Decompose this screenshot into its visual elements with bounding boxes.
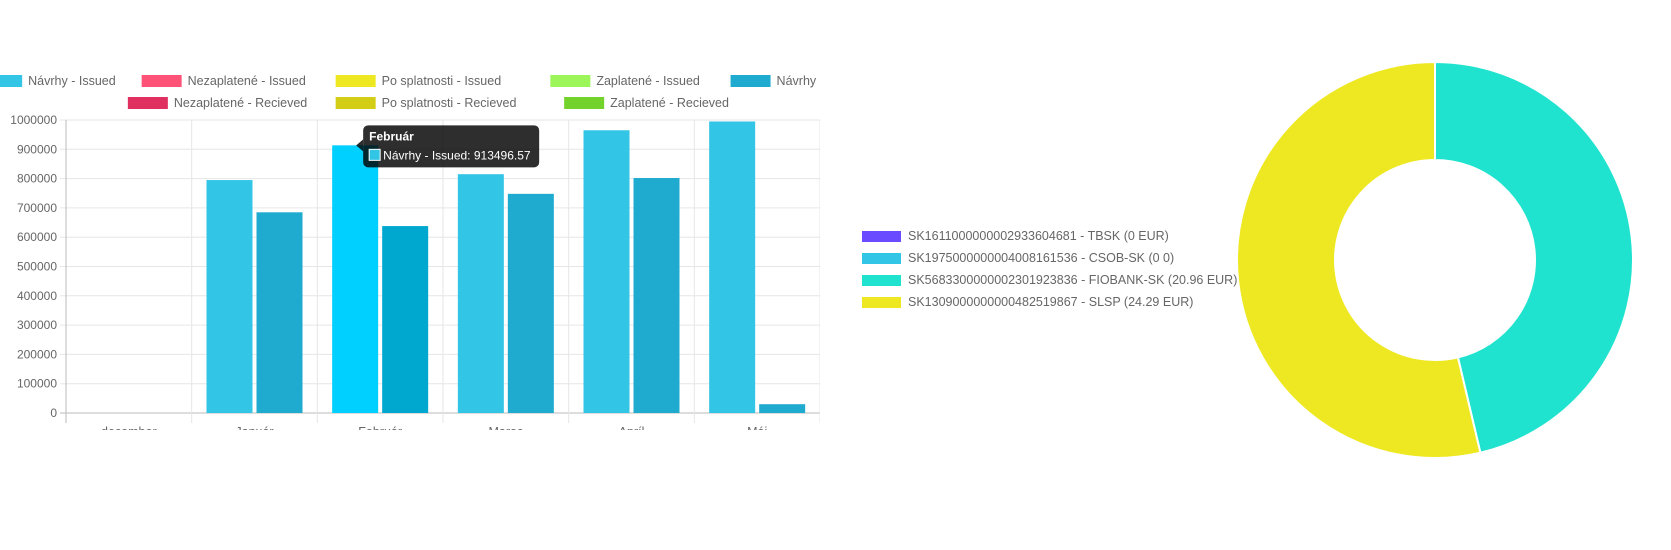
donut-legend-label: SK1309000000000482519867 - SLSP (24.29 E… bbox=[908, 295, 1194, 309]
y-tick-label: 400000 bbox=[17, 289, 57, 303]
y-tick-label: 300000 bbox=[17, 318, 57, 332]
donut-legend-item[interactable]: SK5683300000002301923836 - FIOBANK-SK (2… bbox=[862, 269, 1237, 291]
bar[interactable] bbox=[633, 178, 680, 413]
bar-legend-swatch bbox=[564, 97, 605, 109]
bar-legend-swatch bbox=[550, 75, 591, 87]
bar-legend-swatch bbox=[0, 75, 23, 87]
tooltip-title: Február bbox=[369, 129, 414, 143]
y-tick-label: 1000000 bbox=[10, 113, 57, 127]
y-tick-label: 500000 bbox=[17, 260, 57, 274]
bar[interactable] bbox=[332, 145, 379, 413]
bar-legend-item[interactable]: Zaplatené - Issued bbox=[550, 74, 700, 88]
donut-legend-swatch bbox=[862, 252, 901, 264]
donut-legend-label: SK1611000000002933604681 - TBSK (0 EUR) bbox=[908, 229, 1169, 243]
bar-legend-swatch bbox=[335, 97, 376, 109]
bar-legend-label: Po splatnosti - Recieved bbox=[382, 96, 517, 110]
y-tick-label: 100000 bbox=[17, 377, 57, 391]
bar-legend-label: Návrhy - Recieved bbox=[777, 74, 820, 88]
bar-legend-item[interactable]: Nezaplatené - Issued bbox=[141, 74, 306, 88]
y-tick-label: 600000 bbox=[17, 230, 57, 244]
x-tick-label: Marec bbox=[488, 425, 523, 430]
donut-legend-item[interactable]: SK1309000000000482519867 - SLSP (24.29 E… bbox=[862, 291, 1237, 313]
tooltip: Február Návrhy - Issued: 913496.57 bbox=[356, 125, 540, 168]
bar-legend-swatch bbox=[730, 75, 771, 87]
bar-legend-item[interactable]: Po splatnosti - Issued bbox=[335, 74, 502, 88]
bar-legend-swatch bbox=[127, 97, 168, 109]
tooltip-box bbox=[363, 125, 540, 168]
bar[interactable] bbox=[382, 226, 429, 413]
donut-slice[interactable] bbox=[1434, 60, 1635, 454]
donut-legend-swatch bbox=[862, 230, 901, 242]
bar[interactable] bbox=[507, 193, 554, 413]
x-tick-label: Apríl bbox=[619, 425, 645, 430]
donut-legend: SK1611000000002933604681 - TBSK (0 EUR) S… bbox=[862, 225, 1237, 313]
bar-legend-item[interactable]: Po splatnosti - Recieved bbox=[335, 96, 517, 110]
x-tick-label: Január bbox=[235, 425, 273, 430]
x-tick-label: Máj bbox=[747, 425, 767, 430]
bar-legend-item[interactable]: Nezaplatené - Recieved bbox=[127, 96, 307, 110]
donut-chart bbox=[1236, 60, 1635, 459]
tooltip-swatch bbox=[368, 148, 381, 161]
bar-legend-swatch bbox=[141, 75, 182, 87]
bar[interactable] bbox=[583, 130, 630, 413]
bar-legend-label: Nezaplatené - Issued bbox=[188, 74, 306, 88]
donut-legend-item[interactable]: SK1611000000002933604681 - TBSK (0 EUR) bbox=[862, 225, 1237, 247]
donut-legend-swatch bbox=[862, 274, 901, 286]
bar[interactable] bbox=[709, 121, 756, 413]
bar-legend-swatch bbox=[335, 75, 376, 87]
bar-legend-item[interactable]: Zaplatené - Recieved bbox=[564, 96, 729, 110]
bar-legend-label: Nezaplatené - Recieved bbox=[174, 96, 307, 110]
donut-legend-label: SK1975000000004008161536 - CSOB-SK (0 0) bbox=[908, 251, 1175, 265]
y-tick-label: 0 bbox=[50, 406, 57, 420]
bar[interactable] bbox=[457, 174, 504, 413]
bar-legend-item[interactable]: Návrhy - Recieved bbox=[730, 74, 820, 88]
y-tick-label: 700000 bbox=[17, 201, 57, 215]
donut-slice[interactable] bbox=[1236, 60, 1482, 459]
tooltip-label: Návrhy - Issued: 913496.57 bbox=[383, 148, 531, 162]
bar[interactable] bbox=[759, 404, 806, 413]
x-tick-label: Február bbox=[358, 425, 402, 430]
donut-legend-swatch bbox=[862, 296, 901, 308]
tooltip-caret bbox=[356, 139, 364, 152]
y-tick-label: 900000 bbox=[17, 142, 57, 156]
bar[interactable] bbox=[206, 180, 253, 413]
bar-legend-item[interactable]: Návrhy - Issued bbox=[0, 74, 116, 88]
bar-legend-label: Zaplatené - Recieved bbox=[610, 96, 729, 110]
bar-legend-label: Zaplatené - Issued bbox=[596, 74, 700, 88]
y-tick-label: 200000 bbox=[17, 347, 57, 361]
bar-legend-label: Návrhy - Issued bbox=[28, 74, 116, 88]
donut-legend-label: SK5683300000002301923836 - FIOBANK-SK (2… bbox=[908, 273, 1238, 287]
bar-chart: Návrhy - Issued Nezaplatené - Issued Po sp… bbox=[0, 74, 820, 430]
bar-legend-label: Po splatnosti - Issued bbox=[382, 74, 502, 88]
x-tick-label: december bbox=[101, 425, 157, 430]
donut-legend-item[interactable]: SK1975000000004008161536 - CSOB-SK (0 0) bbox=[862, 247, 1237, 269]
bar[interactable] bbox=[256, 212, 303, 413]
y-tick-label: 800000 bbox=[17, 172, 57, 186]
